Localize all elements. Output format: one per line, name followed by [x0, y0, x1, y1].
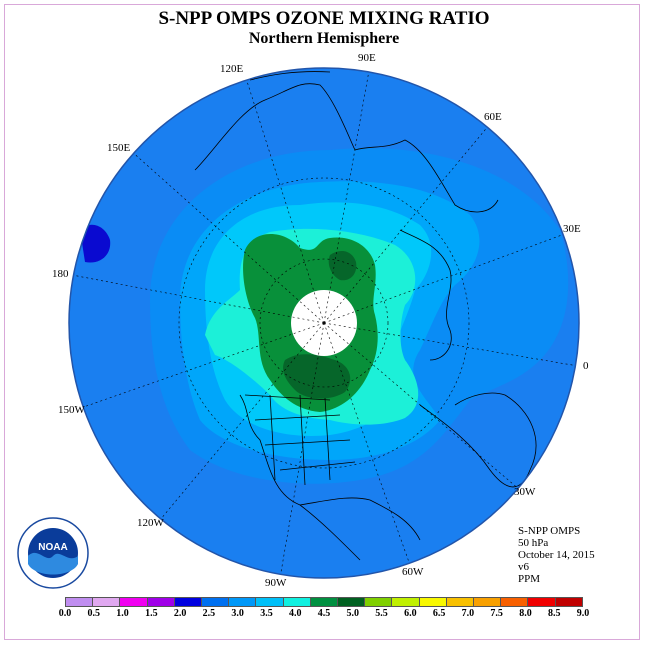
map-subtitle: Northern Hemisphere — [248, 30, 400, 47]
colorbar-tick-label: 7.5 — [490, 608, 503, 619]
lon-label-30w: 30W — [514, 486, 536, 498]
colorbar-segment — [474, 598, 502, 606]
colorbar-segment — [147, 598, 175, 606]
map-title: S-NPP OMPS OZONE MIXING RATIO — [158, 8, 490, 29]
colorbar-tick-label: 5.0 — [346, 608, 360, 619]
field-5-0ppm — [283, 354, 351, 399]
lon-label-90w: 90W — [265, 577, 287, 589]
map-edge — [68, 67, 580, 579]
colorbar-tick-label: 4.0 — [288, 608, 302, 619]
colorbar-tick-label: 8.0 — [519, 608, 532, 619]
colorbar-segment — [310, 598, 339, 606]
colorbar-tick-labels: 0.0 0.5 1.0 1.5 2.0 2.5 3.0 3.5 4.0 4.5 5.0 5.5 6.0 6… — [0, 608, 648, 622]
figure-frame — [4, 4, 640, 640]
colorbar-segment — [283, 598, 311, 606]
colorbar-tick-label: 3.5 — [260, 608, 273, 619]
lon-label-150w: 150W — [58, 404, 85, 416]
colorbar-tick-label: 0.0 — [58, 608, 72, 619]
colorbar-segment — [365, 598, 393, 606]
lon-label-120e: 120E — [220, 63, 244, 75]
lon-label-60e: 60E — [484, 111, 502, 123]
colorbar-tick-label: 6.5 — [432, 608, 446, 619]
map-info-block: S-NPP OMPS 50 hPa October 14, 2015 v6 PP… — [518, 525, 595, 585]
info-date: October 14, 2015 — [518, 549, 595, 561]
colorbar-segment — [256, 598, 284, 606]
lon-label-60w: 60W — [402, 566, 424, 578]
colorbar-tick-label: 4.5 — [317, 608, 331, 619]
noaa-logo: NOAA — [17, 517, 89, 589]
graticule — [71, 68, 579, 578]
colorbar-segment — [392, 598, 420, 606]
colorbar-segment — [419, 598, 447, 606]
colorbar-tick-label: 3.0 — [231, 608, 244, 619]
colorbar-tick-label: 7.0 — [461, 608, 475, 619]
colorbar-tick-label: 9.0 — [576, 608, 590, 619]
colorbar-tick-label: 0.5 — [87, 608, 101, 619]
lon-label-30e: 30E — [563, 223, 581, 235]
colorbar — [65, 597, 583, 607]
lon-label-0: 0 — [583, 360, 589, 372]
lon-label-180: 180 — [52, 268, 69, 280]
colorbar-segment — [202, 598, 230, 606]
info-units: PPM — [518, 573, 541, 585]
colorbar-segment — [120, 598, 148, 606]
lon-label-150e: 150E — [107, 142, 131, 154]
colorbar-tick-label: 1.0 — [116, 608, 129, 619]
colorbar-tick-label: 6.0 — [404, 608, 417, 619]
colorbar-segment — [338, 598, 366, 606]
colorbar-segment — [66, 598, 94, 606]
info-level: 50 hPa — [518, 537, 549, 549]
colorbar-segment — [229, 598, 257, 606]
noaa-logo-text: NOAA — [38, 542, 67, 553]
colorbar-segment — [501, 598, 529, 606]
info-instrument: S-NPP OMPS — [518, 525, 581, 537]
info-version: v6 — [518, 561, 529, 573]
colorbar-segment — [93, 598, 121, 606]
colorbar-tick-label: 5.5 — [375, 608, 388, 619]
colorbar-segment — [555, 598, 582, 606]
colorbar-tick-label: 2.5 — [202, 608, 216, 619]
colorbar-tick-label: 2.0 — [173, 608, 187, 619]
colorbar-segment — [446, 598, 475, 606]
colorbar-tick-label: 8.5 — [547, 608, 561, 619]
colorbar-segment — [528, 598, 556, 606]
lon-label-90e: 90E — [358, 52, 376, 64]
field-low-spot — [80, 224, 111, 263]
lon-label-120w: 120W — [137, 517, 164, 529]
colorbar-tick-label: 1.5 — [145, 608, 158, 619]
colorbar-segment — [174, 598, 203, 606]
